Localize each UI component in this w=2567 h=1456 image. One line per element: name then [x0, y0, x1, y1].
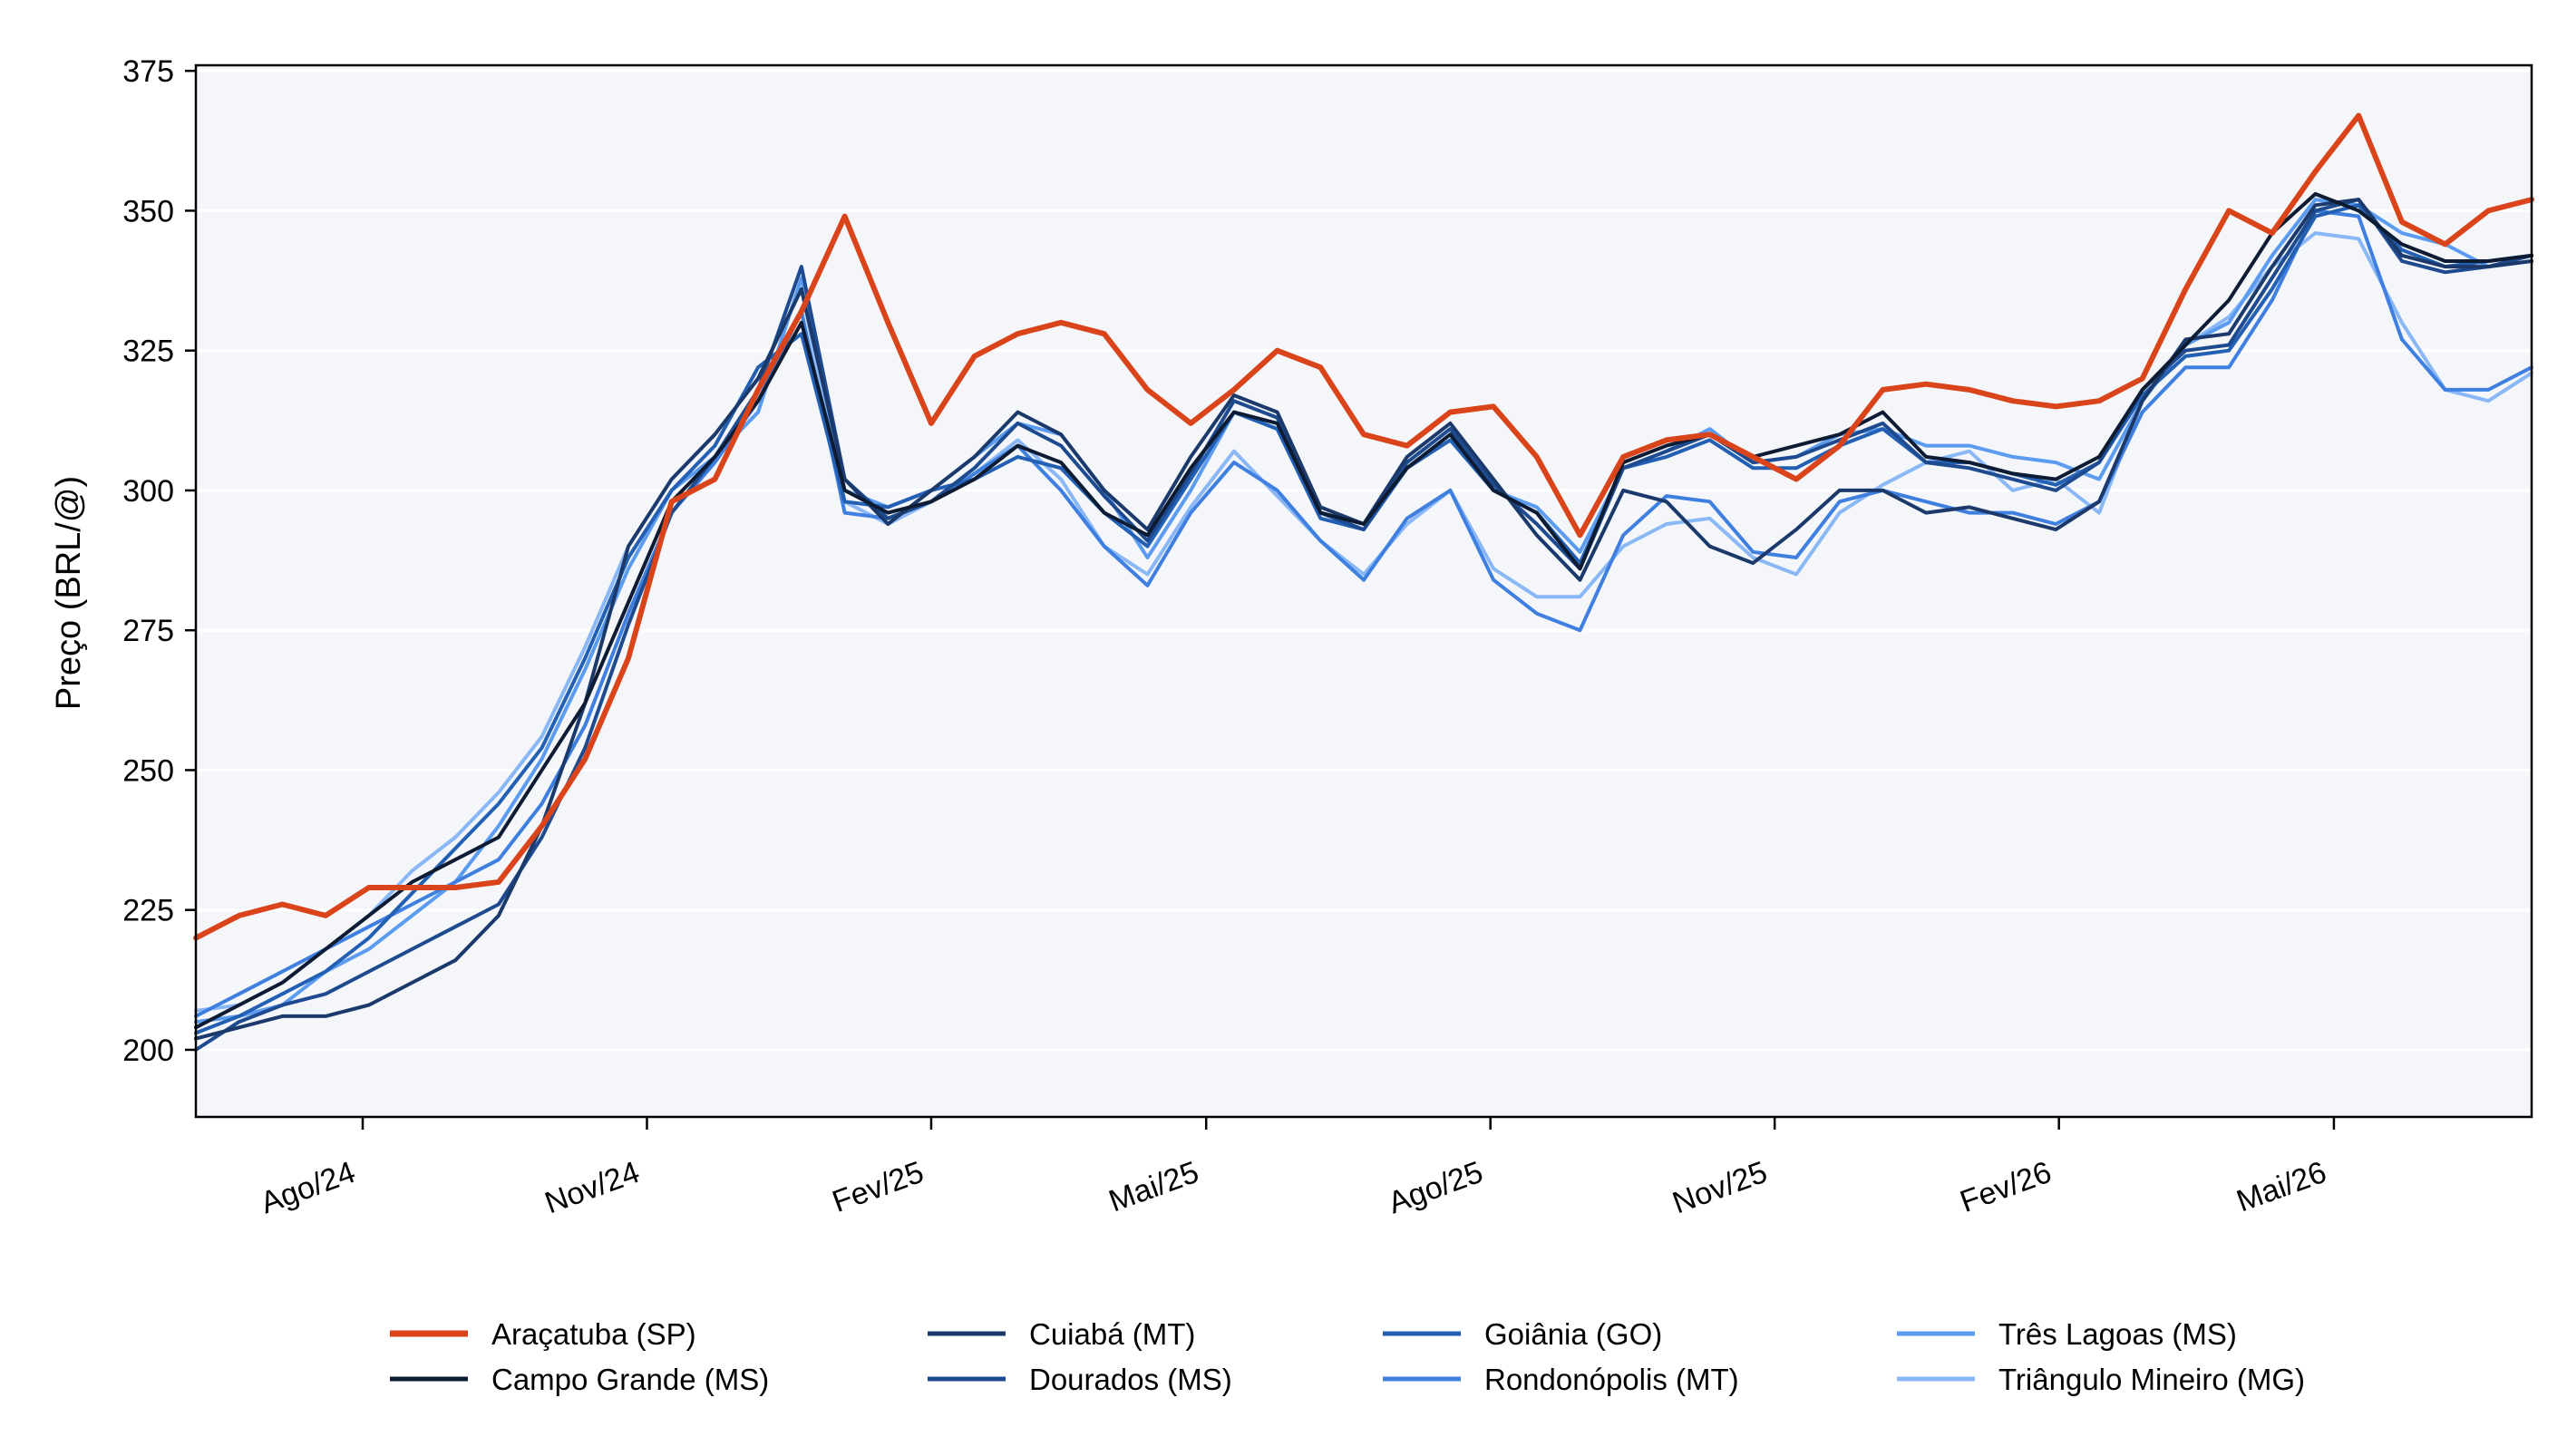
legend-label: Araçatuba (SP) — [491, 1317, 696, 1351]
legend-label: Três Lagoas (MS) — [1998, 1317, 2237, 1351]
series-lines — [193, 112, 2534, 1052]
series-line — [194, 191, 2533, 1030]
legend-label: Goiânia (GO) — [1484, 1317, 1662, 1351]
y-tick-label: 375 — [122, 54, 174, 89]
x-tick-label: Mai/25 — [1104, 1155, 1203, 1219]
y-tick-label: 350 — [122, 194, 174, 228]
y-tick-label: 225 — [122, 894, 174, 928]
x-tick-label: Ago/25 — [1384, 1155, 1487, 1221]
legend-label: Cuiabá (MT) — [1029, 1317, 1195, 1351]
x-tick-label: Ago/24 — [256, 1155, 359, 1221]
series-line — [194, 209, 2533, 1018]
x-tick-label: Mai/26 — [2232, 1155, 2331, 1219]
y-axis-title: Preço (BRL/@) — [50, 476, 88, 710]
legend: Araçatuba (SP) Campo Grande (MS) Cuiabá (M… — [390, 1317, 2305, 1396]
plot-background — [196, 65, 2532, 1117]
y-tick-label: 300 — [122, 474, 174, 509]
y-axis: 200 225 250 275 300 325 350 375 — [122, 54, 196, 1068]
legend-label: Triângulo Mineiro (MG) — [1998, 1363, 2305, 1396]
x-tick-label: Fev/26 — [1956, 1155, 2057, 1219]
x-tick-label: Nov/24 — [540, 1155, 644, 1221]
y-tick-label: 275 — [122, 614, 174, 648]
x-tick-label: Nov/25 — [1668, 1155, 1772, 1221]
plot-frame — [194, 63, 2533, 1119]
y-tick-label: 325 — [122, 335, 174, 369]
x-tick-label: Fev/25 — [828, 1155, 929, 1219]
legend-label: Dourados (MS) — [1029, 1363, 1232, 1396]
x-axis: Ago/24 Nov/24 Fev/25 Mai/25 Ago/25 Nov/25 Fev/… — [256, 1117, 2336, 1221]
series-line — [193, 112, 2534, 941]
legend-label: Rondonópolis (MT) — [1484, 1363, 1739, 1396]
gridlines — [196, 69, 2532, 1052]
legend-label: Campo Grande (MS) — [491, 1363, 769, 1396]
y-tick-label: 200 — [122, 1034, 174, 1068]
y-tick-label: 250 — [122, 753, 174, 788]
